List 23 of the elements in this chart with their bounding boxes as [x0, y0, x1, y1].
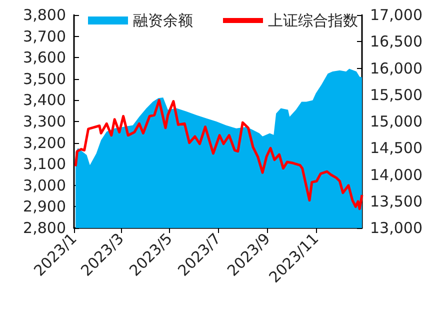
line-series [74, 98, 364, 210]
y-tick-label: 3,400 [23, 91, 66, 110]
y2-tick-label: 14,000 [370, 166, 422, 184]
y-tick-label: 3,000 [23, 176, 66, 194]
y-tick-label: 3,700 [23, 27, 66, 46]
y-tick-label: 3,600 [23, 48, 66, 67]
y-tick-label: 2,900 [23, 198, 66, 216]
y-tick-label: 3,500 [23, 70, 66, 88]
y2-tick-label: 13,000 [370, 219, 422, 237]
y-tick-label: 2,800 [23, 219, 66, 237]
y2-tick-label: 15,000 [370, 112, 422, 130]
y2-tick-label: 15,500 [370, 86, 422, 104]
y2-tick-label: 16,000 [370, 59, 422, 78]
y-tick-label: 3,200 [23, 134, 66, 152]
y-tick-label: 3,300 [23, 112, 66, 130]
y2-tick-label: 14,500 [370, 139, 422, 158]
y-tick-label: 3,800 [23, 6, 66, 24]
y-tick-label: 3,100 [23, 155, 66, 174]
legend-label: 融资余额 [133, 12, 193, 30]
y2-tick-label: 16,500 [370, 32, 422, 51]
y2-tick-label: 13,500 [370, 192, 422, 210]
legend-label: 上证综合指数 [268, 12, 358, 30]
y2-tick-label: 17,000 [370, 6, 422, 24]
